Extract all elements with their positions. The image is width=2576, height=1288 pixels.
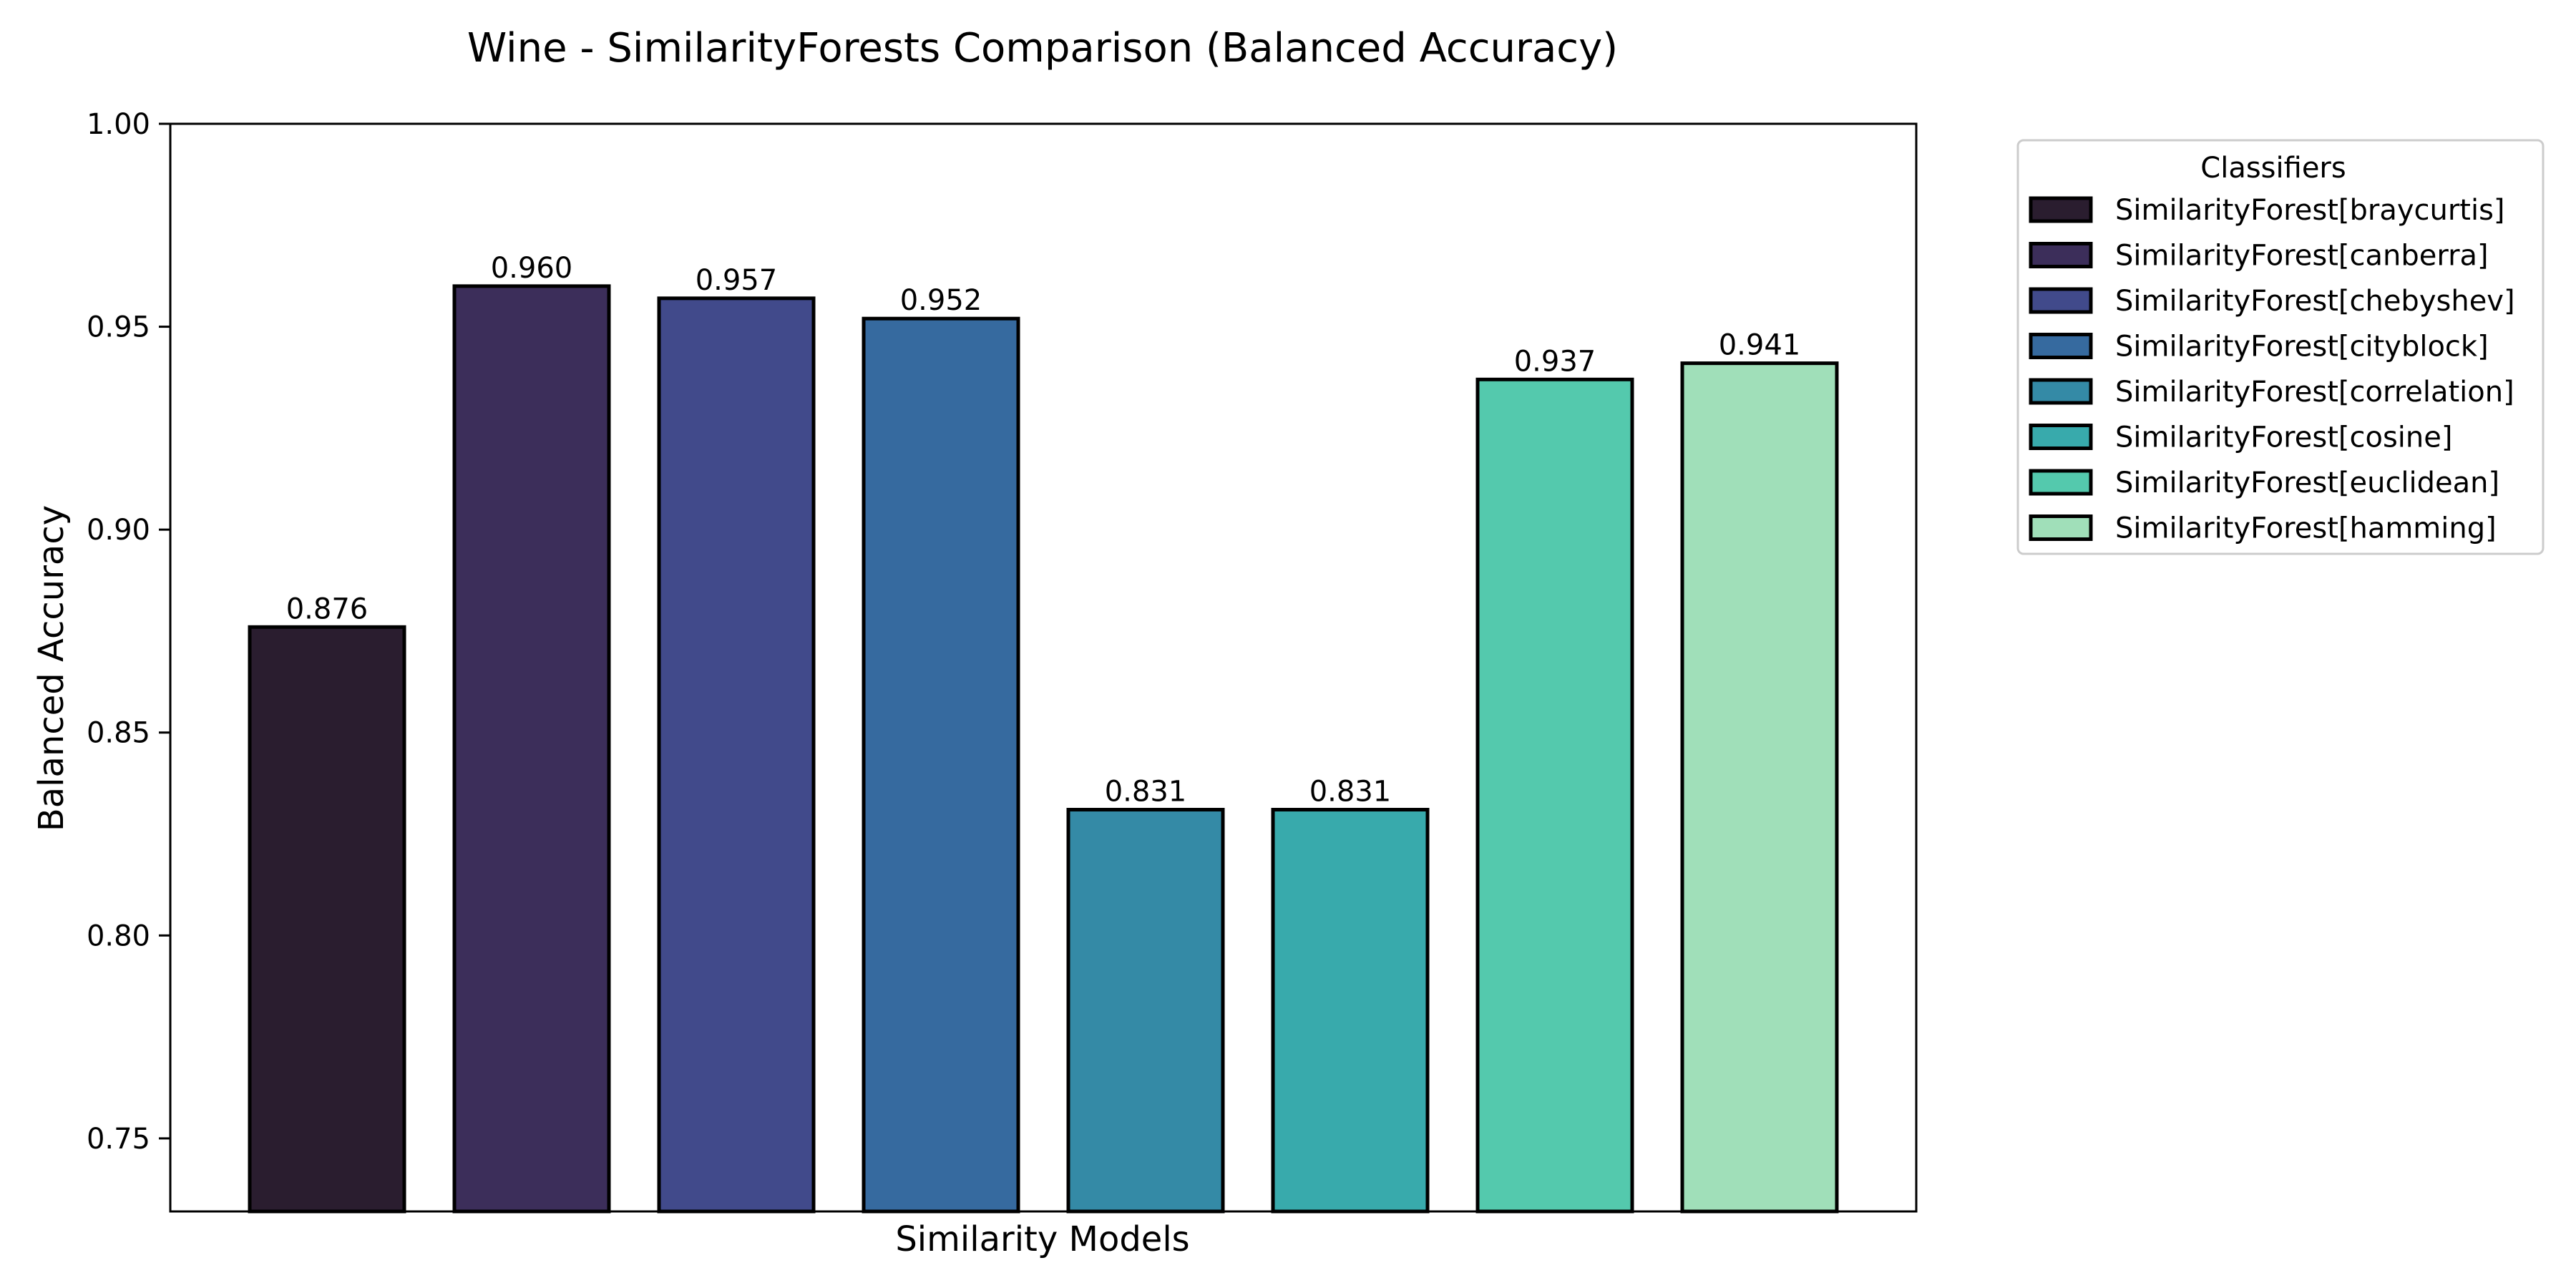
y-axis-label: Balanced Accuracy [31, 505, 72, 831]
legend: Classifiers SimilarityForest[braycurtis] S… [2016, 139, 2545, 555]
legend-swatch [2029, 196, 2093, 223]
chart-title: Wine - SimilarityForests Comparison (Bal… [467, 25, 1618, 72]
y-tick-label: 0.75 [87, 1123, 150, 1156]
bar-value-label: 0.831 [1309, 776, 1392, 809]
legend-entry-label: SimilarityForest[chebyshev] [2115, 285, 2515, 318]
legend-swatch [2029, 378, 2093, 405]
legend-entry-label: SimilarityForest[canberra] [2115, 240, 2489, 273]
y-tick-label: 1.00 [87, 108, 150, 141]
y-tick-label: 0.85 [87, 717, 150, 750]
bar-7 [1680, 361, 1839, 1214]
legend-entry-label: SimilarityForest[euclidean] [2115, 467, 2499, 499]
legend-swatch [2029, 514, 2093, 541]
bar-3 [862, 316, 1020, 1214]
legend-swatch [2029, 287, 2093, 314]
legend-swatch [2029, 469, 2093, 496]
plot-frame [169, 122, 1918, 1213]
bar-value-label: 0.952 [900, 284, 982, 317]
plot-area: 0.876 0.960 0.957 0.952 0.831 0.831 0.937 0.941… [87, 108, 1918, 1214]
legend-title: Classifiers [2200, 152, 2346, 185]
y-tick-label: 0.95 [87, 311, 150, 344]
bar-1 [452, 284, 611, 1214]
bar-2 [657, 296, 816, 1214]
bar-value-label: 0.957 [696, 264, 778, 297]
bar-value-label: 0.937 [1514, 345, 1596, 378]
legend-entry-label: SimilarityForest[correlation] [2115, 376, 2514, 409]
bar-5 [1271, 808, 1430, 1214]
y-tick-label: 0.80 [87, 919, 150, 952]
legend-swatch [2029, 424, 2093, 450]
bar-value-label: 0.960 [491, 252, 573, 285]
y-tick-label: 0.90 [87, 514, 150, 547]
bar-0 [248, 625, 406, 1214]
bar-6 [1475, 377, 1634, 1214]
legend-entry-label: SimilarityForest[cityblock] [2115, 331, 2489, 364]
legend-entry-label: SimilarityForest[braycurtis] [2115, 194, 2505, 227]
legend-entry-label: SimilarityForest[hamming] [2115, 512, 2497, 545]
legend-entry-label: SimilarityForest[cosine] [2115, 421, 2452, 454]
bar-4 [1066, 808, 1225, 1214]
legend-swatch [2029, 333, 2093, 359]
bar-value-label: 0.941 [1719, 329, 1801, 362]
legend-swatch [2029, 242, 2093, 268]
legend-box [2016, 139, 2545, 555]
bar-value-label: 0.876 [286, 592, 369, 625]
bar-value-label: 0.831 [1105, 776, 1187, 809]
x-axis-label: Similarity Models [895, 1219, 1189, 1259]
